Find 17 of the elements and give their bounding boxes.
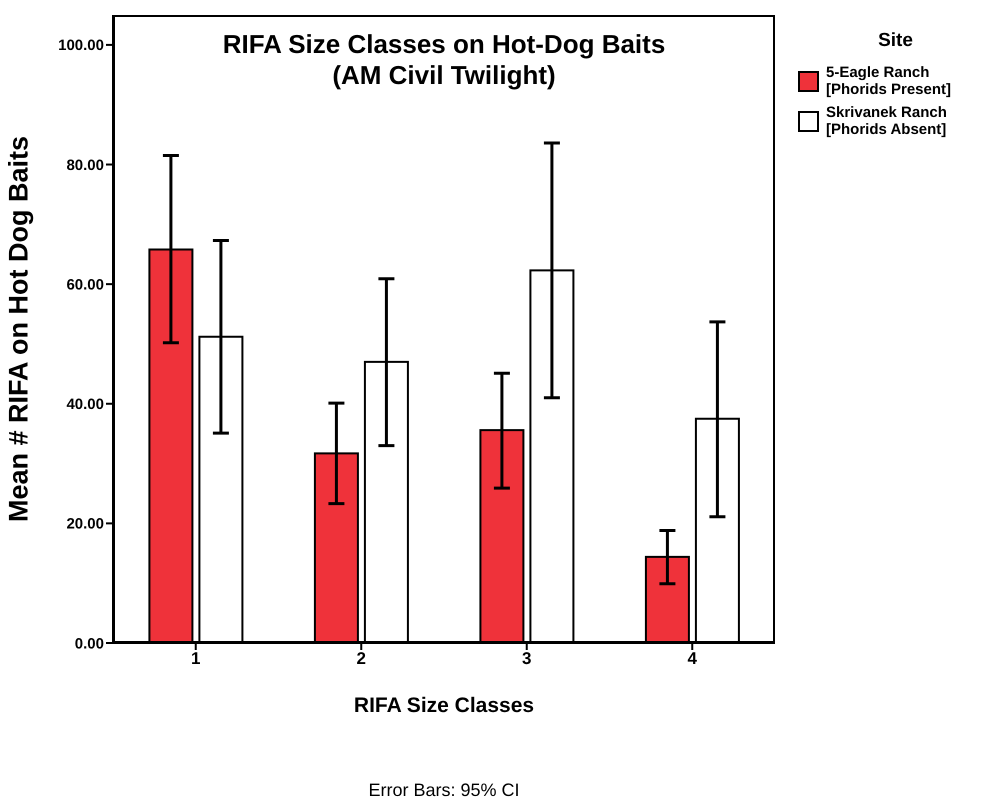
y-tick-label: 20.00: [66, 516, 104, 533]
legend-label: Skrivanek Ranch [Phorids Absent]: [826, 104, 947, 138]
x-tick-label: 2: [356, 649, 366, 668]
x-tick-label: 3: [522, 649, 532, 668]
y-tick-label: 60.00: [66, 276, 104, 294]
x-axis-title: RIFA Size Classes: [354, 694, 534, 717]
text: Error Bars: 95% CI: [367, 780, 521, 801]
y-tick-label: 100.00: [58, 37, 104, 54]
legend-label: 5-Eagle Ranch [Phorids Present]: [826, 64, 952, 98]
y-axis-title: Mean # RIFA on Hot Dog Baits: [4, 136, 34, 522]
y-tick-label: 0.00: [74, 635, 104, 652]
x-tick-label: 4: [688, 649, 698, 668]
legend-title: Site: [877, 30, 914, 52]
x-tick-label: 1: [191, 649, 200, 668]
y-tick-label: 80.00: [66, 156, 104, 174]
text: RIFA Size Classes on Hot-Dog Baits (AM Civil Twilight): [222, 29, 666, 91]
y-tick-label: 40.00: [66, 396, 104, 414]
